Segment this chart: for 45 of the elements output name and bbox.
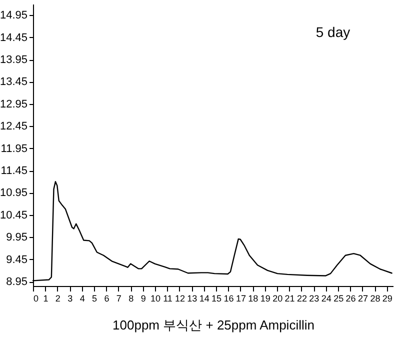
y-tick-label: 11.95 bbox=[0, 142, 28, 155]
y-tick-label: 10.95 bbox=[0, 187, 28, 200]
x-tick-label: 14 bbox=[199, 294, 210, 304]
x-tick-label: 12 bbox=[174, 294, 185, 304]
x-tick-label: 11 bbox=[163, 294, 172, 304]
x-tick-label: 13 bbox=[187, 294, 198, 304]
x-tick-label: 16 bbox=[224, 294, 234, 304]
y-tick-label: 11.45 bbox=[0, 165, 28, 178]
x-tick-label: 0 bbox=[34, 294, 39, 304]
x-tick-label: 23 bbox=[309, 294, 320, 304]
x-tick-label: 18 bbox=[248, 294, 258, 304]
x-tick-label: 28 bbox=[370, 294, 380, 304]
x-tick-label: 29 bbox=[382, 294, 392, 304]
x-tick-label: 22 bbox=[296, 294, 307, 304]
y-tick-label: 14.95 bbox=[0, 10, 28, 22]
x-tick-label: 7 bbox=[116, 294, 122, 304]
y-tick-label: 13.45 bbox=[0, 76, 28, 88]
x-tick-label: 25 bbox=[334, 294, 344, 304]
y-tick-label: 13.95 bbox=[0, 54, 28, 66]
x-tick-label: 17 bbox=[236, 294, 246, 304]
x-tick-label: 3 bbox=[68, 294, 73, 304]
x-tick-label: 2 bbox=[55, 294, 60, 304]
x-tick-label: 9 bbox=[140, 294, 146, 304]
x-tick-label: 15 bbox=[212, 294, 222, 304]
x-tick-label: 20 bbox=[272, 294, 283, 304]
x-tick-label: 4 bbox=[80, 294, 85, 304]
x-tick-label: 5 bbox=[92, 294, 98, 304]
x-tick-label: 21 bbox=[284, 294, 295, 304]
annotation: 5 day bbox=[316, 24, 350, 40]
x-tick-label: 26 bbox=[346, 294, 356, 304]
y-tick-label: 12.95 bbox=[0, 98, 28, 110]
x-tick-label: 27 bbox=[358, 294, 368, 304]
y-tick-label: 9.45 bbox=[6, 254, 28, 266]
y-tick-label: 14.45 bbox=[0, 32, 28, 44]
x-tick-label: 6 bbox=[104, 294, 110, 304]
x-tick-label: 24 bbox=[321, 294, 332, 304]
x-tick-label: 8 bbox=[128, 294, 134, 304]
x-tick-label: 10 bbox=[150, 294, 161, 304]
y-tick-label: 10.45 bbox=[0, 209, 28, 222]
y-tick-label: 12.45 bbox=[0, 120, 28, 133]
x-tick-label: 19 bbox=[260, 294, 270, 304]
x-axis-title: 100ppm 부식산 + 25ppm Ampicillin bbox=[112, 318, 314, 332]
y-tick-label: 9.95 bbox=[6, 232, 28, 244]
x-tick-label: 1 bbox=[43, 294, 48, 304]
y-tick-label: 8.95 bbox=[6, 276, 28, 288]
